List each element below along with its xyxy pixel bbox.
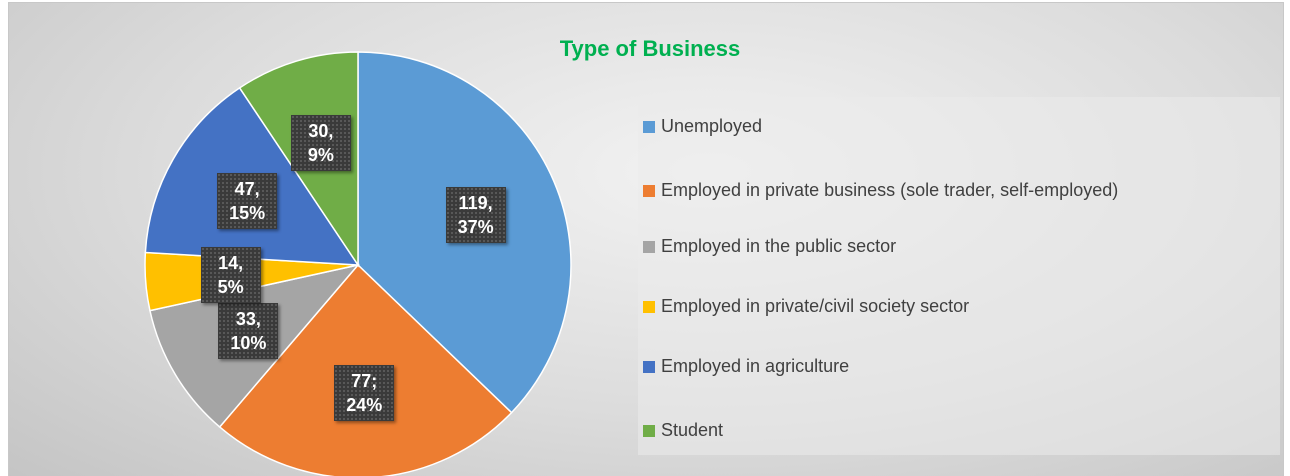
- data-label: 77; 24%: [334, 364, 395, 421]
- legend-item: Employed in agriculture: [643, 356, 849, 377]
- legend-swatch: [643, 184, 655, 197]
- data-label: 33, 10%: [218, 302, 279, 359]
- data-label: 14, 5%: [200, 247, 261, 304]
- legend: [638, 97, 1280, 455]
- legend-swatch: [643, 360, 655, 373]
- legend-item: Employed in private business (sole trade…: [643, 180, 1118, 201]
- legend-swatch: [643, 120, 655, 133]
- legend-swatch: [643, 300, 655, 313]
- legend-label: Unemployed: [661, 116, 763, 136]
- legend-label: Employed in private/civil society sector: [661, 296, 970, 316]
- legend-label: Employed in the public sector: [661, 236, 897, 256]
- legend-label: Student: [661, 420, 724, 440]
- data-label: 47, 15%: [217, 173, 278, 230]
- legend-item: Employed in private/civil society sector: [643, 296, 969, 317]
- legend-item: Unemployed: [643, 116, 762, 137]
- data-label: 30, 9%: [290, 114, 351, 171]
- legend-swatch: [643, 424, 655, 437]
- legend-item: Student: [643, 420, 723, 441]
- legend-label: Employed in agriculture: [661, 356, 850, 376]
- data-label: 119, 37%: [445, 186, 506, 243]
- legend-label: Employed in private business (sole trade…: [661, 180, 1119, 200]
- legend-item: Employed in the public sector: [643, 236, 896, 257]
- legend-swatch: [643, 240, 655, 253]
- chart-title: Type of Business: [560, 36, 741, 61]
